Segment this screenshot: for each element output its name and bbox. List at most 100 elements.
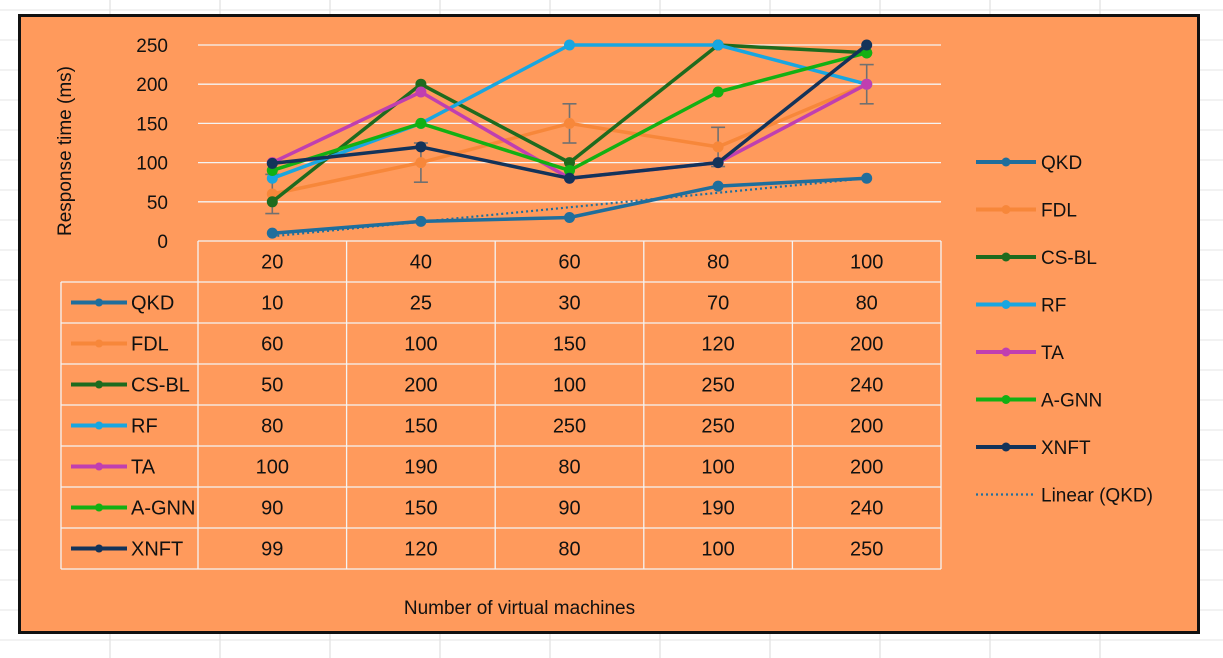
legend-marker xyxy=(1001,347,1011,357)
table-cell-value: 250 xyxy=(553,416,586,438)
table-cell-value: 100 xyxy=(256,457,289,479)
data-point-ta xyxy=(861,78,873,90)
data-point-xnft xyxy=(266,157,278,169)
table-cell-value: 80 xyxy=(558,539,580,561)
series-lines xyxy=(266,39,873,239)
series-line-qkd xyxy=(272,176,867,235)
data-point-xnft xyxy=(564,172,575,184)
table-cell-value: 99 xyxy=(261,539,283,561)
table-legend-marker xyxy=(95,380,103,389)
table-cell-value: 100 xyxy=(553,375,586,397)
y-axis-ticks: 0 50 100 150 200 250 xyxy=(136,36,168,253)
table-legend-marker xyxy=(95,503,103,512)
table-cell-value: 100 xyxy=(701,539,734,561)
data-point-a-gnn xyxy=(564,164,575,176)
line-chart-with-data-table: 0 50 100 150 200 250 20 40 60 80 100 QKD 10 25 30 70 80… xyxy=(55,36,1153,619)
data-point-qkd xyxy=(564,211,575,223)
table-legend-marker xyxy=(95,298,103,307)
table-cell-value: 90 xyxy=(261,498,283,520)
data-point-fdl xyxy=(564,117,575,129)
table-cell-value: 150 xyxy=(553,334,586,356)
legend-entry-label: XNFT xyxy=(1041,438,1091,459)
data-point-qkd xyxy=(266,227,278,239)
x-category-label: 40 xyxy=(410,252,432,274)
table-cell-value: 100 xyxy=(701,457,734,479)
table-cell-value: 250 xyxy=(850,539,883,561)
table-cell-value: 30 xyxy=(558,293,580,315)
data-point-fdl xyxy=(712,141,724,153)
table-legend-marker xyxy=(95,462,103,471)
data-point-fdl xyxy=(415,157,427,169)
legend-marker xyxy=(1001,252,1011,262)
table-cell-value: 190 xyxy=(701,498,734,520)
legend-entry-label: CS-BL xyxy=(1041,248,1097,269)
chart-area[interactable]: 0 50 100 150 200 250 20 40 60 80 100 QKD 10 25 30 70 80… xyxy=(18,14,1200,634)
data-point-qkd xyxy=(712,180,724,192)
data-point-rf xyxy=(266,172,278,184)
table-cell-value: 200 xyxy=(850,457,883,479)
legend-entry-label: QKD xyxy=(1041,153,1082,174)
table-cell-value: 190 xyxy=(404,457,437,479)
table-cell-value: 100 xyxy=(404,334,437,356)
data-point-a-gnn xyxy=(415,117,427,129)
y-tick-label: 100 xyxy=(136,154,168,175)
table-cell-value: 250 xyxy=(701,375,734,397)
legend-entry-label: TA xyxy=(1041,343,1064,364)
legend-entry-label: FDL xyxy=(1041,201,1077,222)
table-row-label: QKD xyxy=(131,293,174,315)
table-legend-marker xyxy=(95,421,103,430)
data-point-xnft xyxy=(861,39,873,51)
table-row-label: XNFT xyxy=(131,539,183,561)
legend-marker xyxy=(1001,395,1011,404)
legend-entry-label: A-GNN xyxy=(1041,391,1102,412)
table-cell-value: 70 xyxy=(707,293,729,315)
table-cell-value: 80 xyxy=(558,457,580,479)
table-cell-value: 120 xyxy=(701,334,734,356)
table-cell-value: 80 xyxy=(856,293,878,315)
legend[interactable]: QKD FDL CS-BL RF TA A-GNN XNFT Linear (QKD) xyxy=(976,153,1153,507)
data-point-rf xyxy=(564,39,575,51)
table-row-label: A-GNN xyxy=(131,498,195,520)
table-cell-value: 10 xyxy=(261,293,283,315)
x-axis-title: Number of virtual machines xyxy=(404,598,635,619)
table-cell-value: 200 xyxy=(850,334,883,356)
legend-marker xyxy=(1001,442,1011,452)
data-point-ta xyxy=(415,86,427,98)
table-cell-value: 200 xyxy=(404,375,437,397)
table-cell-value: 90 xyxy=(558,498,580,520)
data-point-a-gnn xyxy=(712,86,724,98)
table-row-label: RF xyxy=(131,416,158,438)
table-legend-marker xyxy=(95,544,103,553)
table-cell-value: 240 xyxy=(850,375,883,397)
x-category-label: 100 xyxy=(850,252,883,274)
x-category-label: 20 xyxy=(261,252,283,274)
table-cell-value: 25 xyxy=(410,293,432,315)
data-point-cs-bl xyxy=(415,78,427,90)
x-category-label: 80 xyxy=(707,252,729,274)
table-row-label: TA xyxy=(131,457,156,479)
y-tick-label: 150 xyxy=(136,114,168,135)
data-point-fdl xyxy=(266,188,278,200)
y-tick-label: 200 xyxy=(136,75,168,96)
table-row-label: FDL xyxy=(131,334,169,356)
data-point-rf xyxy=(712,39,724,51)
table-row-label: CS-BL xyxy=(131,375,190,397)
table-cell-value: 240 xyxy=(850,498,883,520)
legend-marker xyxy=(1001,205,1011,214)
data-point-qkd xyxy=(415,215,427,227)
table-cell-value: 50 xyxy=(261,375,283,397)
error-bars xyxy=(265,63,874,215)
legend-marker xyxy=(1001,157,1011,167)
y-tick-label: 50 xyxy=(147,193,168,214)
table-legend-marker xyxy=(95,339,103,348)
legend-entry-label: Linear (QKD) xyxy=(1041,486,1153,507)
y-axis-title: Response time (ms) xyxy=(55,66,76,236)
y-tick-label: 0 xyxy=(157,232,168,253)
data-point-cs-bl xyxy=(564,157,575,169)
table-cell-value: 250 xyxy=(701,416,734,438)
data-point-xnft xyxy=(712,157,724,169)
data-table: 20 40 60 80 100 QKD 10 25 30 70 80 FDL 60 100 150 120 20… xyxy=(60,240,942,570)
x-category-label: 60 xyxy=(558,252,580,274)
legend-entry-label: RF xyxy=(1041,296,1066,317)
table-cell-value: 150 xyxy=(404,416,437,438)
